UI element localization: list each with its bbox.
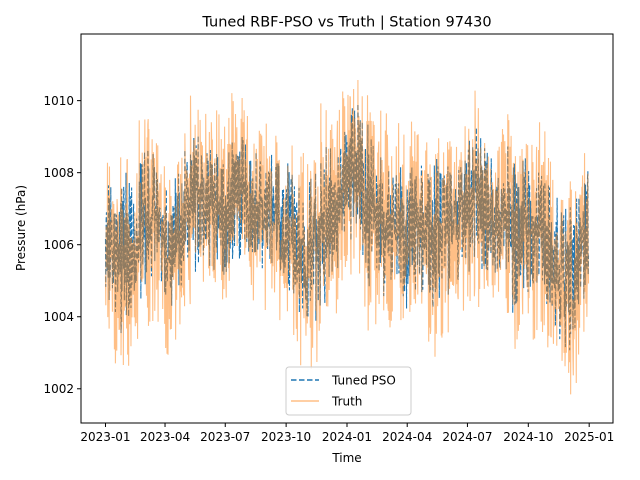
chart-title: Tuned RBF-PSO vs Truth | Station 97430 xyxy=(201,15,491,31)
x-tick-label: 2024-10 xyxy=(503,430,553,444)
legend-frame xyxy=(285,366,412,416)
x-tick-label: 2023-04 xyxy=(140,430,190,444)
x-tick-label: 2023-10 xyxy=(261,430,311,444)
y-tick-label: 1010 xyxy=(43,94,74,108)
y-tick-label: 1006 xyxy=(43,238,74,252)
legend: Tuned PSO Truth xyxy=(285,366,412,416)
x-tick-label: 2023-01 xyxy=(80,430,130,444)
y-tick-label: 1002 xyxy=(43,382,74,396)
y-axis: 1002 1004 1006 1008 1010 xyxy=(43,94,81,396)
y-axis-label: Pressure (hPa) xyxy=(14,185,28,271)
x-tick-label: 2024-04 xyxy=(382,430,432,444)
series-line-truth xyxy=(104,79,590,395)
y-tick-label: 1004 xyxy=(43,310,74,324)
x-tick-label: 2025-01 xyxy=(564,430,614,444)
legend-label-truth: Truth xyxy=(331,395,362,409)
y-tick-label: 1008 xyxy=(43,166,74,180)
x-axis-label: Time xyxy=(331,451,361,465)
x-tick-label: 2023-07 xyxy=(200,430,250,444)
x-tick-label: 2024-01 xyxy=(322,430,372,444)
x-tick-label: 2024-07 xyxy=(442,430,492,444)
x-axis: 2023-01 2023-04 2023-07 2023-10 2024-01 2024-… xyxy=(80,423,614,444)
plot-area xyxy=(104,79,590,395)
legend-label-tuned-pso: Tuned PSO xyxy=(331,374,396,388)
